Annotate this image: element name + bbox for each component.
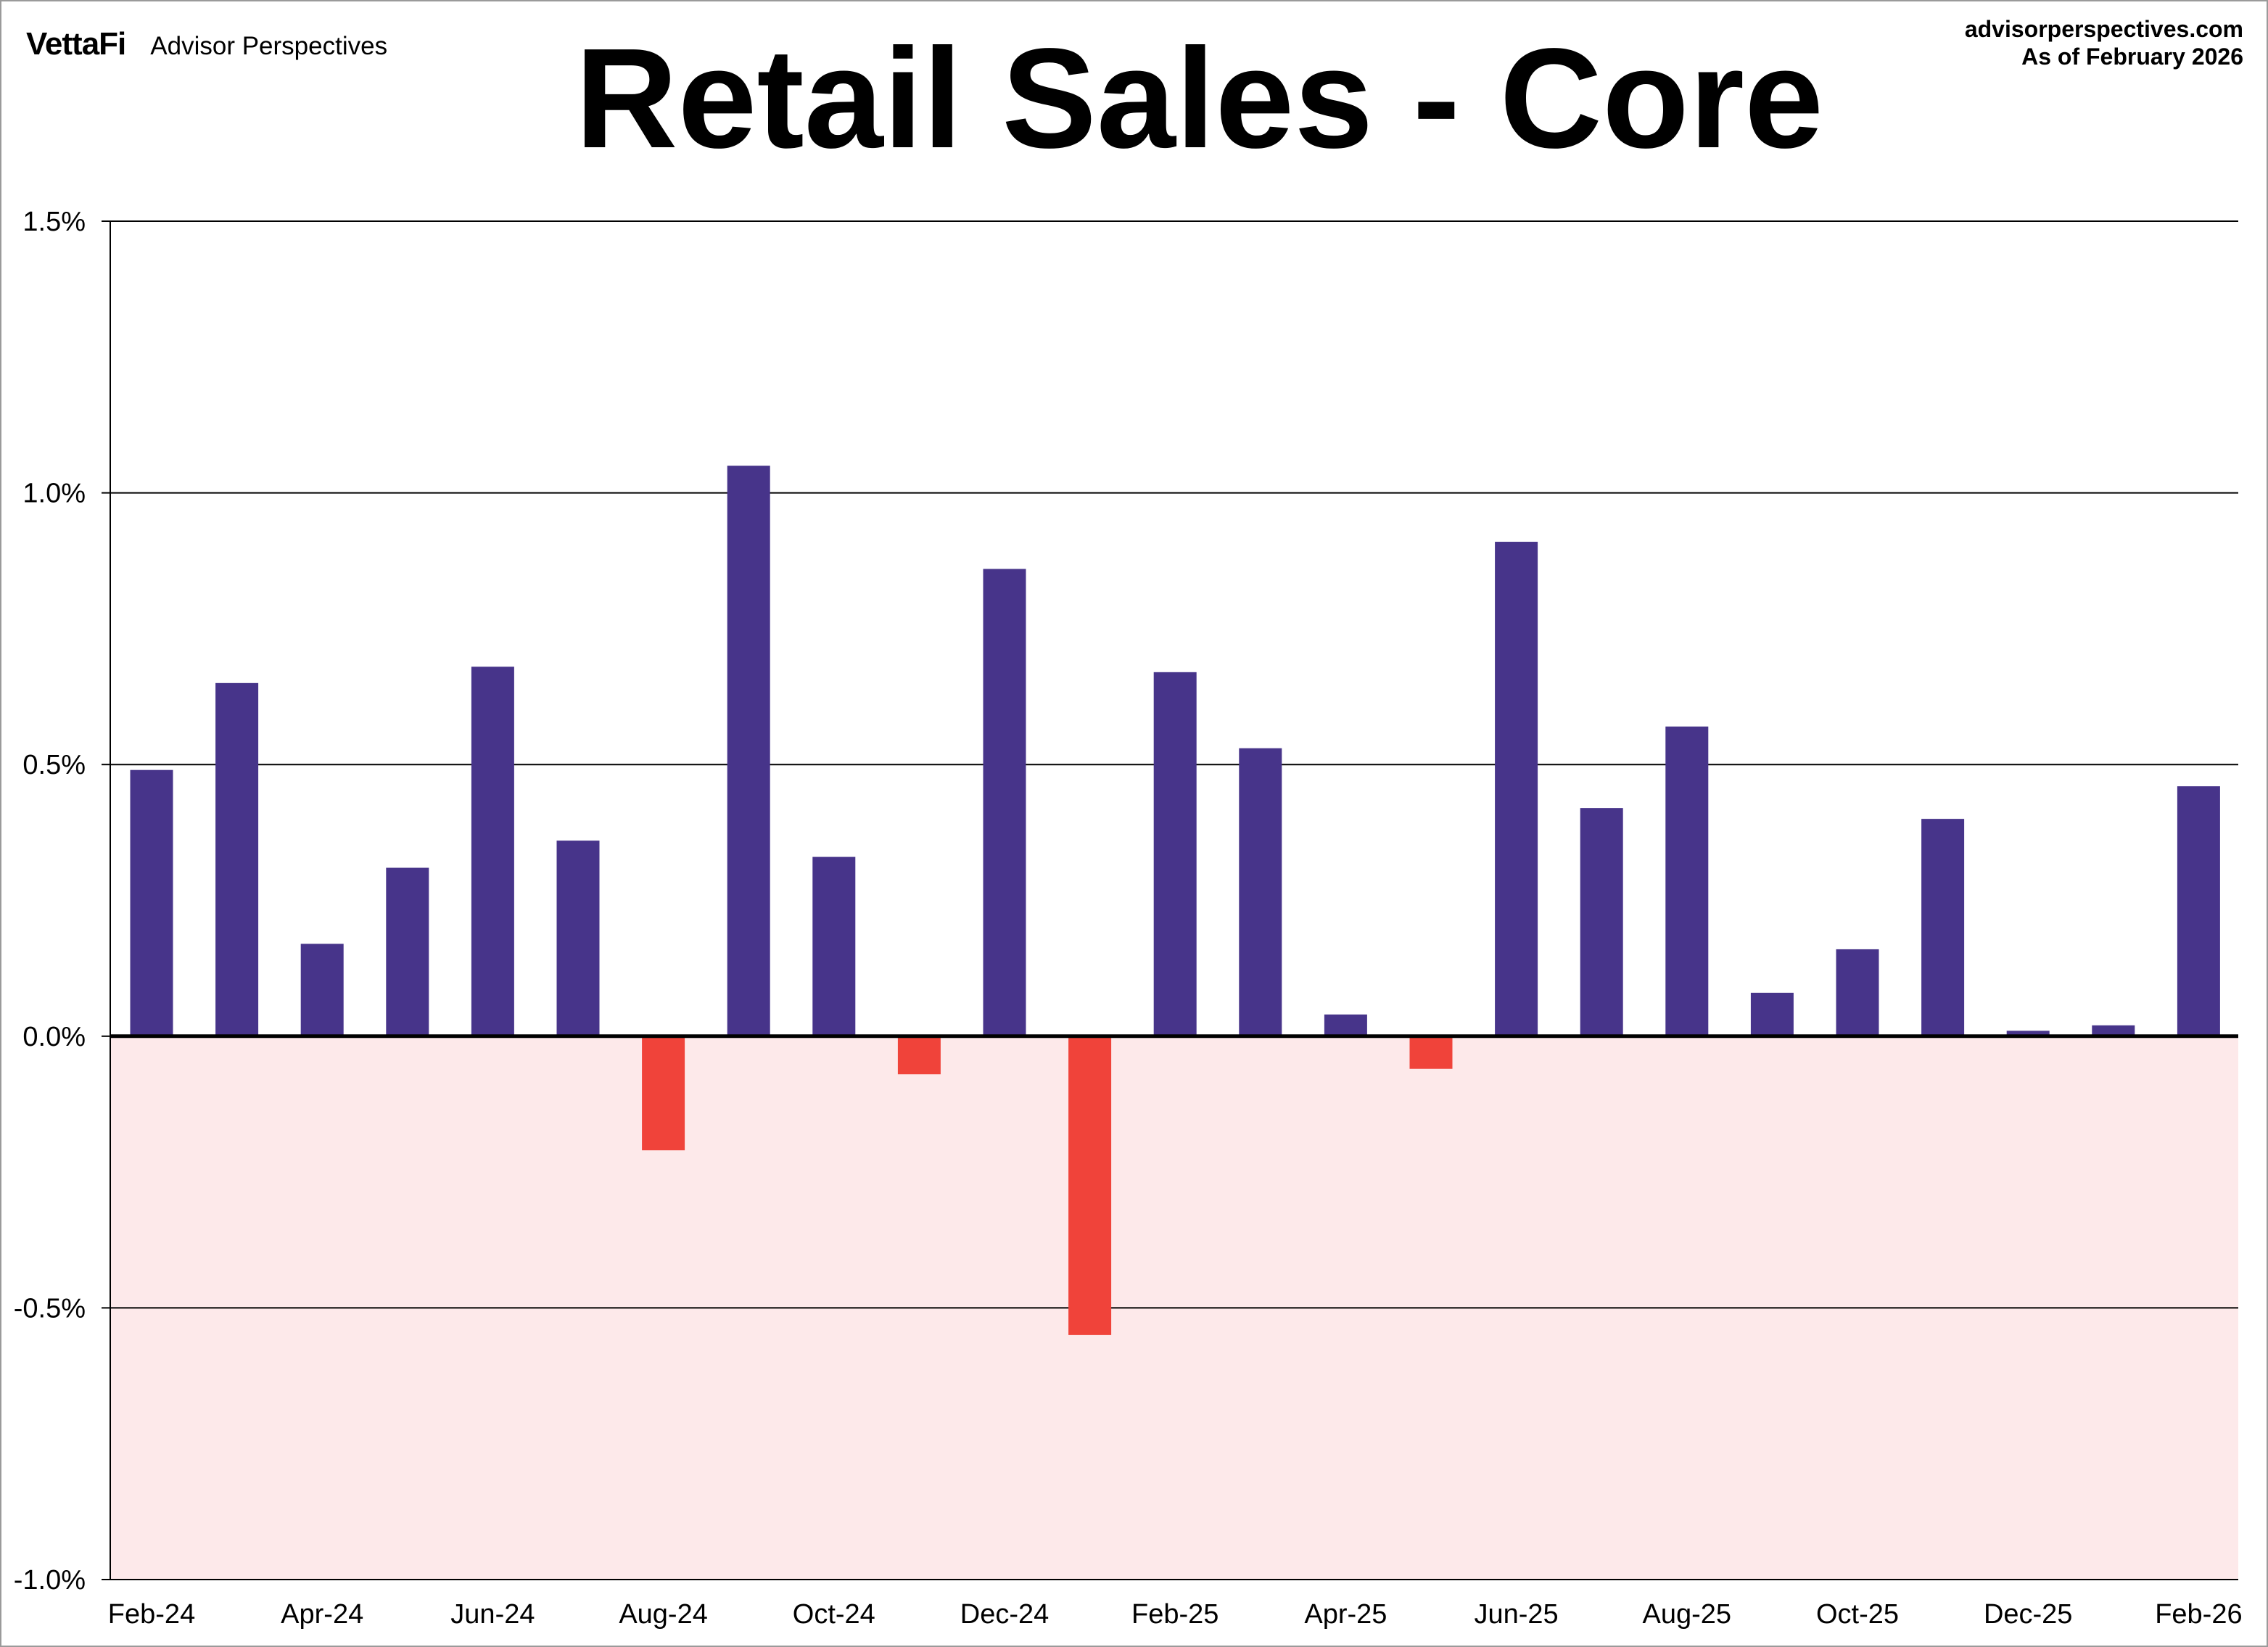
bar-sep-25 — [1750, 992, 1794, 1036]
as-of-date: As of February 2026 — [2021, 43, 2243, 70]
axes — [110, 221, 2238, 1580]
y-tick-label-3: 0.0% — [22, 1022, 86, 1052]
bar-oct-24 — [812, 856, 856, 1036]
source-block: advisorperspectives.com As of February 2… — [1965, 16, 2243, 71]
chart-title: Retail Sales - Core — [574, 19, 1824, 178]
x-tick-label-apr-24: Apr-24 — [281, 1599, 363, 1630]
bar-aug-25 — [1665, 726, 1709, 1036]
y-tick-label-1: 1.0% — [22, 479, 86, 509]
bar-feb-26 — [2177, 786, 2220, 1036]
bar-jan-26 — [2092, 1025, 2135, 1036]
brand-subtitle: Advisor Perspectives — [150, 32, 388, 60]
bar-jul-24 — [556, 841, 600, 1036]
y-tick-label-5: -1.0% — [14, 1565, 86, 1596]
source-site: advisorperspectives.com — [1964, 16, 2243, 42]
bar-dec-25 — [2006, 1031, 2050, 1036]
bar-nov-24 — [897, 1036, 941, 1075]
x-tick-label-aug-24: Aug-24 — [619, 1599, 708, 1630]
bar-apr-25 — [1324, 1014, 1367, 1036]
bars — [130, 466, 2220, 1335]
x-tick-label-feb-24: Feb-24 — [108, 1599, 195, 1630]
bar-mar-24 — [215, 682, 259, 1036]
vettafi-logo: VettaFi — [26, 26, 126, 62]
bar-feb-24 — [130, 769, 173, 1036]
x-tick-label-jun-24: Jun-24 — [450, 1599, 535, 1630]
bar-feb-25 — [1153, 672, 1197, 1036]
x-tick-labels: Feb-24 Apr-24 Jun-24 Aug-24 Oct-24 Dec-24 Feb-… — [108, 1599, 2243, 1630]
bar-apr-24 — [300, 944, 344, 1036]
bar-may-24 — [386, 867, 429, 1036]
x-tick-label-feb-26: Feb-26 — [2155, 1599, 2242, 1630]
bar-jun-25 — [1495, 542, 1538, 1036]
x-tick-label-aug-25: Aug-25 — [1643, 1599, 1732, 1630]
bar-jul-25 — [1580, 808, 1623, 1036]
y-tick-label-0: 1.5% — [22, 207, 86, 237]
x-tick-label-oct-25: Oct-25 — [1816, 1599, 1899, 1630]
bar-nov-25 — [1921, 819, 1965, 1036]
bar-mar-25 — [1239, 748, 1282, 1036]
bar-oct-25 — [1836, 949, 1879, 1036]
bar-aug-24 — [642, 1036, 685, 1151]
bar-dec-24 — [983, 569, 1026, 1036]
y-tick-labels: 1.5% 1.0% 0.5% 0.0% -0.5% -1.0% — [14, 207, 110, 1596]
brand-block: VettaFi Advisor Perspectives — [26, 26, 387, 62]
y-tick-label-4: -0.5% — [14, 1293, 86, 1324]
x-tick-label-oct-24: Oct-24 — [793, 1599, 875, 1630]
x-tick-label-jun-25: Jun-25 — [1474, 1599, 1558, 1630]
x-tick-label-apr-25: Apr-25 — [1304, 1599, 1387, 1630]
x-tick-label-feb-25: Feb-25 — [1131, 1599, 1218, 1630]
bar-jun-24 — [471, 666, 514, 1036]
y-tick-label-2: 0.5% — [22, 750, 86, 780]
x-tick-label-dec-24: Dec-24 — [960, 1599, 1050, 1630]
x-tick-label-dec-25: Dec-25 — [1984, 1599, 2073, 1630]
bar-jan-25 — [1068, 1036, 1112, 1335]
bar-sep-24 — [727, 466, 770, 1036]
bar-may-25 — [1409, 1036, 1453, 1069]
